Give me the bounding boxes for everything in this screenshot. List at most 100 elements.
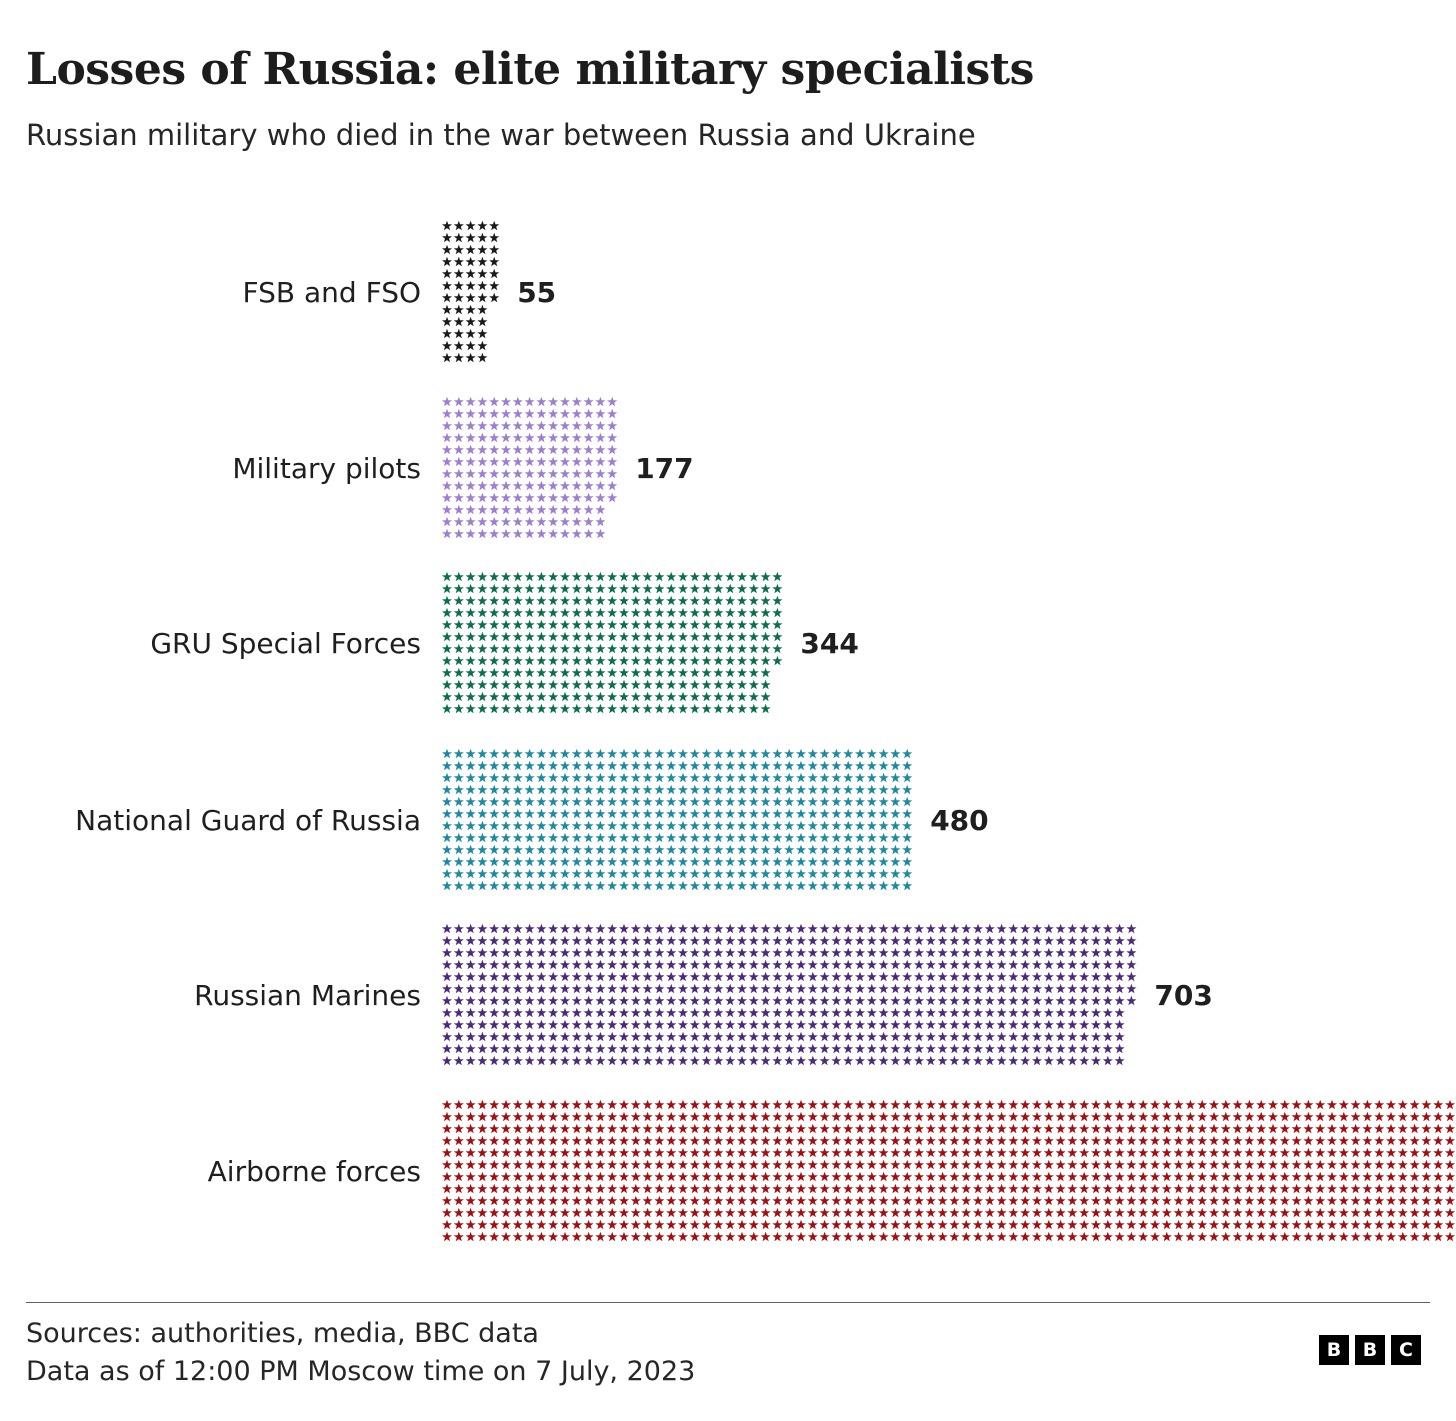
star-mark	[1079, 1055, 1090, 1066]
star-mark	[984, 1055, 995, 1066]
star-mark	[512, 748, 523, 759]
star-mark	[1149, 1135, 1161, 1146]
star-mark	[701, 1219, 712, 1230]
star-mark	[500, 1171, 512, 1182]
star-mark	[642, 796, 653, 807]
star-mark	[524, 1159, 535, 1170]
star-mark	[677, 583, 689, 594]
star-mark	[1055, 923, 1066, 934]
star-mark	[1409, 1195, 1420, 1206]
star-mark	[524, 655, 535, 666]
star-mark	[913, 1147, 925, 1158]
star-mark	[854, 1111, 866, 1122]
star-mark	[524, 528, 535, 539]
star-mark	[618, 1183, 630, 1194]
star-mark	[866, 1099, 877, 1110]
star-mark	[618, 1207, 630, 1218]
star-mark	[654, 691, 665, 702]
star-mark	[713, 1135, 724, 1146]
star-mark	[713, 643, 724, 654]
star-mark	[642, 1043, 653, 1054]
star-mark	[595, 408, 606, 419]
category-label: Military pilots	[232, 452, 421, 485]
star-mark	[618, 947, 630, 958]
star-mark	[618, 679, 630, 690]
star-mark	[843, 983, 854, 994]
star-mark	[536, 1231, 547, 1242]
star-mark	[1256, 1099, 1267, 1110]
star-mark	[607, 844, 618, 855]
star-mark	[441, 516, 453, 527]
star-mark	[548, 796, 559, 807]
star-mark	[1244, 1207, 1255, 1218]
star-mark	[689, 1219, 700, 1230]
star-mark	[465, 304, 476, 315]
star-mark	[500, 432, 512, 443]
star-mark	[512, 1111, 523, 1122]
bbc-logo-block: B	[1355, 1335, 1385, 1365]
star-mark	[654, 1219, 665, 1230]
star-mark	[736, 643, 748, 654]
star-mark	[512, 444, 523, 455]
star-mark	[689, 1043, 700, 1054]
star-mark	[1185, 1195, 1196, 1206]
star-mark	[1256, 1231, 1267, 1242]
star-mark	[866, 959, 877, 970]
star-mark	[441, 868, 453, 879]
star-mark	[866, 808, 877, 819]
star-mark	[1102, 1147, 1113, 1158]
star-mark	[701, 1171, 712, 1182]
star-mark	[1020, 1007, 1031, 1018]
star-mark	[689, 959, 700, 970]
star-mark	[477, 595, 488, 606]
star-mark	[500, 1111, 512, 1122]
bar-military-pilots	[441, 396, 618, 539]
star-mark	[1397, 1099, 1408, 1110]
star-mark	[524, 808, 535, 819]
star-mark	[1090, 995, 1102, 1006]
star-mark	[1433, 1231, 1444, 1242]
star-mark	[736, 1055, 748, 1066]
star-mark	[890, 832, 901, 843]
star-mark	[453, 808, 464, 819]
star-mark	[571, 923, 582, 934]
star-mark	[784, 983, 795, 994]
star-mark	[925, 1207, 936, 1218]
star-mark	[512, 1019, 523, 1030]
star-mark	[795, 1031, 807, 1042]
star-mark	[760, 595, 771, 606]
star-mark	[477, 1111, 488, 1122]
star-mark	[854, 1043, 866, 1054]
star-mark	[913, 1207, 925, 1218]
star-mark	[548, 832, 559, 843]
star-mark	[607, 607, 618, 618]
star-mark	[795, 856, 807, 867]
star-mark	[477, 868, 488, 879]
star-mark	[1031, 1019, 1043, 1030]
star-mark	[1020, 1135, 1031, 1146]
star-mark	[559, 760, 571, 771]
star-mark	[559, 1007, 571, 1018]
star-mark	[465, 947, 476, 958]
star-mark	[890, 1055, 901, 1066]
star-mark	[607, 1099, 618, 1110]
star-mark	[878, 1231, 889, 1242]
star-mark	[571, 619, 582, 630]
star-mark	[524, 1231, 535, 1242]
star-mark	[666, 643, 677, 654]
star-mark	[866, 1123, 877, 1134]
star-mark	[878, 1135, 889, 1146]
star-mark	[1385, 1111, 1397, 1122]
star-mark	[972, 983, 984, 994]
star-mark	[441, 268, 453, 279]
star-mark	[807, 1159, 818, 1170]
star-mark	[961, 1007, 972, 1018]
star-mark	[1338, 1159, 1349, 1170]
star-mark	[866, 995, 877, 1006]
star-mark	[736, 679, 748, 690]
star-mark	[1291, 1099, 1302, 1110]
star-mark	[1220, 1219, 1231, 1230]
star-mark	[1031, 1231, 1043, 1242]
star-mark	[1244, 1099, 1255, 1110]
star-mark	[1185, 1111, 1196, 1122]
